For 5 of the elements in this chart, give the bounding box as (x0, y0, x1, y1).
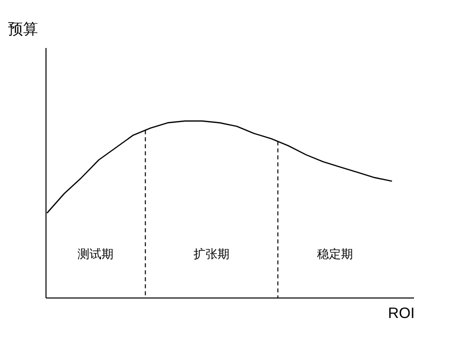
annotation: 扩张期 (194, 247, 230, 261)
xlabel: ROI (388, 305, 415, 322)
annotation: 预算 (8, 21, 38, 38)
annotation: 测试期 (78, 247, 114, 261)
annotation: 稳定期 (316, 247, 353, 261)
